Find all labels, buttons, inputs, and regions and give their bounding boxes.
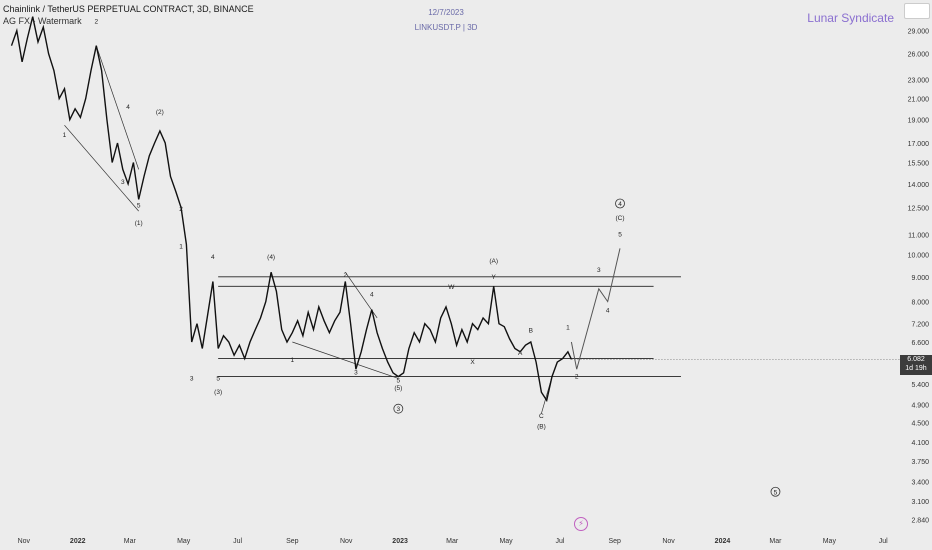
y-tick-label: 9.000: [911, 275, 929, 282]
wave-label: 3: [597, 267, 601, 274]
date-label: 12/7/2023: [428, 8, 464, 17]
wave-label: 3: [397, 406, 401, 413]
wave-label: 4: [126, 104, 130, 111]
x-tick-label: Mar: [769, 538, 782, 545]
wave-label: 4: [211, 254, 215, 261]
wave-label: (4): [267, 254, 275, 261]
current-price-badge: 6.082 1d 19h: [900, 355, 932, 375]
y-tick-label: 4.100: [911, 440, 929, 447]
wave-label: 5: [618, 232, 622, 239]
x-tick-label: 2023: [392, 538, 408, 545]
trend-line: [64, 125, 139, 212]
y-tick-label: 19.000: [908, 118, 930, 125]
indicator-label[interactable]: AG FX - Watermark: [3, 16, 82, 26]
trend-line: [95, 45, 139, 170]
y-tick-label: 23.000: [908, 77, 930, 84]
y-tick-label: 17.000: [908, 141, 930, 148]
y-tick-label: 3.400: [911, 480, 929, 487]
y-tick-label: 12.500: [908, 206, 930, 213]
wave-label: (B): [537, 423, 546, 430]
wave-label: 1: [63, 132, 67, 139]
price-series-line: [10, 16, 573, 403]
wave-label: 1: [179, 243, 183, 250]
wave-label: 3: [121, 179, 125, 186]
wave-label: 5: [216, 375, 220, 382]
wave-label: (1): [135, 220, 143, 227]
wave-label: 4: [370, 291, 374, 298]
wave-label: 4: [606, 307, 610, 314]
y-tick-label: 3.100: [911, 499, 929, 506]
wave-label: (3): [214, 389, 222, 396]
wave-label: Y: [492, 274, 497, 281]
wave-label: (5): [394, 385, 402, 392]
y-tick-label: 21.000: [908, 97, 930, 104]
x-tick-label: 2022: [70, 538, 86, 545]
wave-label: 3: [354, 370, 358, 377]
wave-label: 2: [179, 206, 183, 213]
wave-label: 5: [137, 203, 141, 210]
wave-label: 2: [94, 19, 98, 26]
wave-label: (A): [489, 258, 498, 265]
y-tick-label: 2.840: [911, 517, 929, 524]
wave-label: (C): [616, 215, 625, 222]
settings-chip-icon[interactable]: [904, 3, 930, 19]
x-tick-label: Mar: [446, 538, 459, 545]
y-tick-label: 14.000: [908, 182, 930, 189]
y-tick-label: 26.000: [908, 52, 930, 59]
x-tick-label: Mar: [124, 538, 137, 545]
y-tick-label: 11.000: [908, 233, 929, 240]
brand-watermark: Lunar Syndicate: [807, 11, 894, 25]
wave-label: 4: [618, 201, 622, 208]
wave-label-circle: [615, 198, 625, 209]
x-tick-label: Jul: [233, 538, 242, 545]
wave-label: (2): [156, 109, 164, 116]
x-tick-label: May: [823, 538, 837, 545]
x-tick-label: Jul: [879, 538, 888, 545]
x-tick-label: 2024: [715, 538, 731, 545]
wave-label: 5: [397, 377, 401, 384]
x-tick-label: Nov: [340, 538, 353, 545]
x-tick-label: Jul: [555, 538, 564, 545]
wave-label: C: [539, 413, 544, 420]
y-tick-label: 6.600: [911, 340, 929, 347]
symbol-label: LINKUSDT.P | 3D: [414, 23, 478, 32]
wave-label: X: [470, 359, 475, 366]
wave-label: 2: [344, 272, 348, 279]
y-tick-label: 7.200: [911, 322, 929, 329]
wave-label-circle: [393, 403, 404, 414]
projection-line: [570, 248, 621, 370]
wave-label: 3: [190, 375, 194, 382]
y-tick-label: 3.750: [911, 459, 929, 466]
wave-label: A: [518, 350, 523, 357]
bar-countdown: 1d 19h: [905, 365, 927, 372]
x-tick-label: Sep: [286, 538, 299, 545]
x-tick-label: Nov: [662, 538, 675, 545]
y-tick-label: 29.000: [908, 29, 930, 36]
wave-label: W: [448, 284, 455, 291]
x-tick-label: May: [499, 538, 513, 545]
y-tick-label: 8.000: [911, 300, 929, 307]
wave-label: 1: [291, 357, 295, 364]
wave-label: 5: [774, 489, 778, 496]
x-tick-label: May: [177, 538, 191, 545]
lightning-alert-icon[interactable]: ⚡: [574, 517, 588, 531]
chart-title: Chainlink / TetherUS PERPETUAL CONTRACT,…: [3, 4, 254, 14]
trend-line: [292, 341, 399, 379]
x-tick-label: Nov: [18, 538, 31, 545]
current-price-value: 6.082: [907, 356, 925, 363]
y-tick-label: 15.500: [908, 160, 930, 167]
wave-label-circle: [770, 486, 781, 497]
y-tick-label: 10.000: [908, 253, 930, 260]
wave-label: B: [529, 328, 533, 335]
x-tick-label: Sep: [608, 538, 621, 545]
wave-label: 2: [575, 373, 579, 380]
y-tick-label: 5.400: [911, 382, 929, 389]
y-tick-label: 4.900: [911, 403, 929, 410]
wave-label: 1: [566, 325, 570, 332]
y-tick-label: 4.500: [911, 421, 929, 428]
